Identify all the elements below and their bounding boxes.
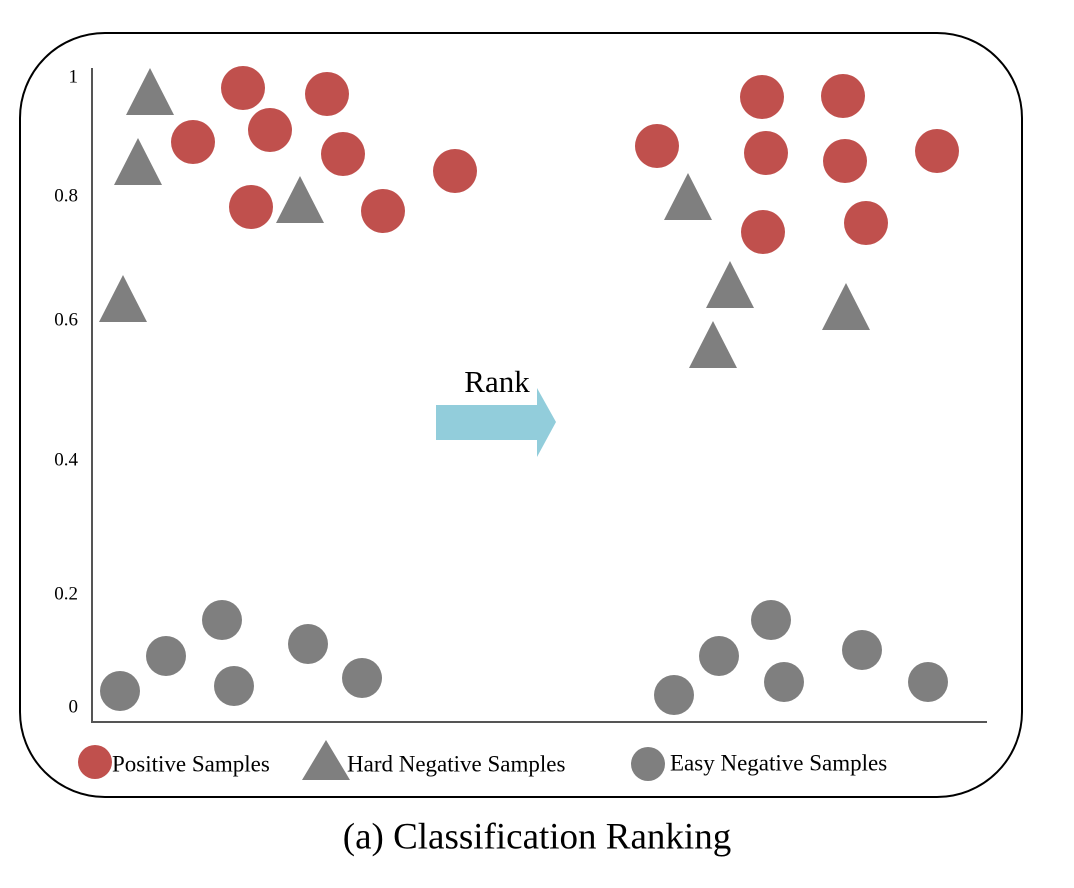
y-tick-label: 0.6	[54, 309, 78, 330]
easy-negative-sample	[764, 662, 804, 702]
positive-sample	[433, 149, 477, 193]
hard-negative-sample	[706, 261, 754, 308]
easy-negative-sample	[751, 600, 791, 640]
y-tick-label: 0.4	[54, 449, 78, 470]
positive-sample	[823, 139, 867, 183]
y-tick-label: 0.2	[54, 583, 78, 604]
easy-negative-sample	[699, 636, 739, 676]
easy-negative-sample	[908, 662, 948, 702]
positive-sample	[361, 189, 405, 233]
positive-sample	[305, 72, 349, 116]
positive-sample	[229, 185, 273, 229]
caption: (a) Classification Ranking	[343, 816, 731, 857]
hard-negative-sample	[126, 68, 174, 115]
y-tick-label: 0	[69, 696, 79, 717]
rank-arrow	[436, 388, 556, 457]
legend-label: Easy Negative Samples	[670, 750, 887, 775]
easy-negative-sample	[654, 675, 694, 715]
easy-negative-sample	[288, 624, 328, 664]
easy-negative-sample	[100, 671, 140, 711]
hard-negative-sample	[822, 283, 870, 330]
legend-easy-icon	[631, 747, 665, 781]
positive-sample	[744, 131, 788, 175]
positive-sample	[915, 129, 959, 173]
legend-positive-icon	[78, 745, 112, 779]
positive-sample	[741, 210, 785, 254]
positive-sample	[171, 120, 215, 164]
legend-hard-icon	[302, 740, 350, 780]
positive-sample	[740, 75, 784, 119]
frame	[19, 32, 1023, 798]
legend-label: Positive Samples	[112, 751, 270, 776]
positive-sample	[221, 66, 265, 110]
hard-negative-sample	[114, 138, 162, 185]
arrow-label: Rank	[464, 364, 530, 399]
hard-negative-sample	[99, 275, 147, 322]
easy-negative-sample	[214, 666, 254, 706]
hard-negative-sample	[664, 173, 712, 220]
positive-sample	[844, 201, 888, 245]
easy-negative-sample	[342, 658, 382, 698]
positive-sample	[821, 74, 865, 118]
easy-negative-sample	[146, 636, 186, 676]
y-tick-label: 0.8	[54, 185, 78, 206]
positive-sample	[248, 108, 292, 152]
positive-sample	[635, 124, 679, 168]
easy-negative-sample	[842, 630, 882, 670]
legend-label: Hard Negative Samples	[347, 751, 565, 776]
y-tick-label: 1	[69, 66, 79, 87]
easy-negative-sample	[202, 600, 242, 640]
positive-sample	[321, 132, 365, 176]
hard-negative-sample	[689, 321, 737, 368]
hard-negative-sample	[276, 176, 324, 223]
